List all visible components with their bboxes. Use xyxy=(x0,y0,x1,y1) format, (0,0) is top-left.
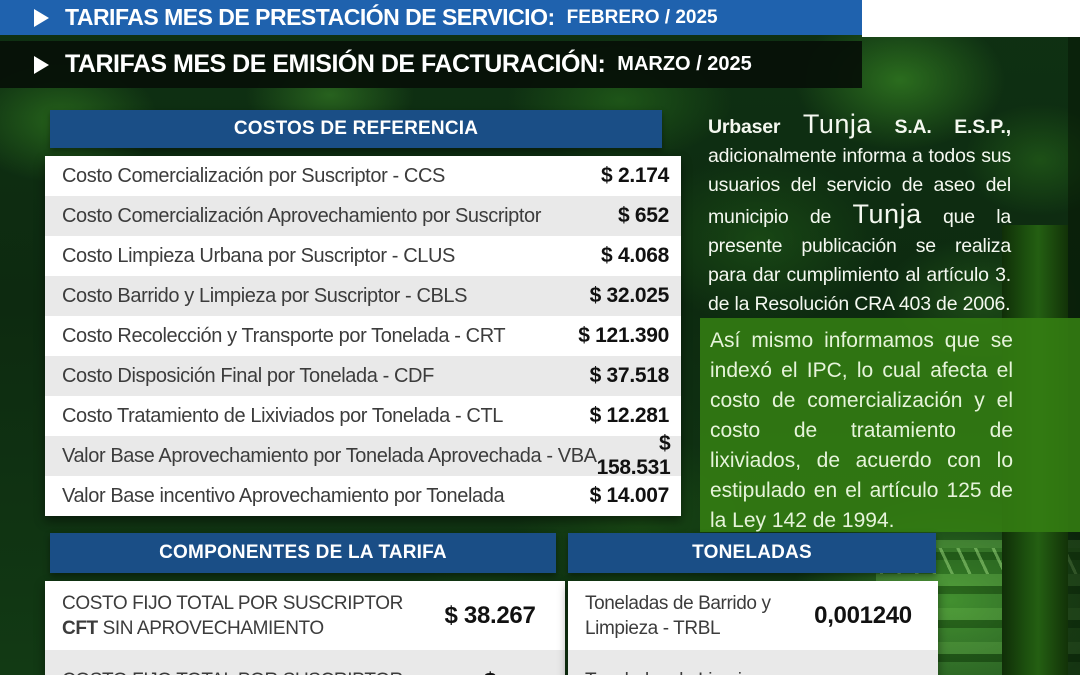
tariff-components-header: COMPONENTES DE LA TARIFA xyxy=(50,533,556,573)
service-month-label: TARIFAS MES DE PRESTACIÓN DE SERVICIO: xyxy=(65,4,555,30)
table-row: Valor Base Aprovechamiento por Tonelada … xyxy=(45,432,681,479)
cost-label: Costo Tratamiento de Lixiviados por Tone… xyxy=(62,404,503,427)
component-label-line1: COSTO FIJO TOTAL POR SUSCRIPTOR xyxy=(62,592,403,614)
component-label-rest: SIN APROVECHAMIENTO xyxy=(97,617,325,639)
ipc-info-paragraph: Así mismo informamos que se indexó el IP… xyxy=(710,329,1013,532)
table-row: Costo Recolección y Transporte por Tonel… xyxy=(45,316,681,356)
billing-month-label: TARIFAS MES DE EMISIÓN DE FACTURACIÓN: xyxy=(65,50,606,78)
cost-value: $ 12.281 xyxy=(589,404,670,427)
component-label: COSTO FIJO TOTAL POR SUSCRIPTOR CFT SIN … xyxy=(45,581,415,651)
arrow-icon xyxy=(34,8,49,27)
cost-label: Costo Barrido y Limpieza por Suscriptor … xyxy=(62,284,468,307)
component-label-line2: CFT SIN APROVECHAMIENTO xyxy=(62,616,407,641)
cost-label: Costo Recolección y Transporte por Tonel… xyxy=(62,324,506,347)
tonnes-value: 0,001240 xyxy=(814,601,912,629)
company-suffix: S.A. E.S.P., xyxy=(894,116,1012,138)
cost-label: Costo Disposición Final por Tonelada - C… xyxy=(62,364,434,387)
city-name: Tunja xyxy=(852,199,922,229)
cost-value: $ 4.068 xyxy=(601,244,669,267)
city-name: Tunja xyxy=(802,109,872,139)
tariff-components-table: COSTO FIJO TOTAL POR SUSCRIPTOR CFT SIN … xyxy=(45,581,565,675)
company-info-paragraph: Urbaser Tunja S.A. E.S.P., adicionalment… xyxy=(708,110,1011,319)
reference-costs-header: COSTOS DE REFERENCIA xyxy=(50,110,662,148)
table-row: Toneladas de Barrido y Limpieza - TRBL 0… xyxy=(568,581,938,650)
reference-costs-table: Costo Comercialización por Suscriptor - … xyxy=(45,156,681,516)
cost-value: $ 14.007 xyxy=(589,484,670,507)
cost-value: $ 121.390 xyxy=(578,324,669,347)
billing-month-banner: TARIFAS MES DE EMISIÓN DE FACTURACIÓN: M… xyxy=(0,41,862,88)
billing-month-value: MARZO / 2025 xyxy=(617,53,752,75)
table-row: Costo Tratamiento de Lixiviados por Tone… xyxy=(45,396,681,436)
table-row: Costo Barrido y Limpieza por Suscriptor … xyxy=(45,276,681,316)
component-label: COSTO FIJO TOTAL POR SUSCRIPTOR xyxy=(45,650,415,675)
info-body-1: adicionalmente informa a todos sus usuar… xyxy=(708,145,1011,228)
table-row: COSTO FIJO TOTAL POR SUSCRIPTOR CFT SIN … xyxy=(45,581,565,650)
table-row: COSTO FIJO TOTAL POR SUSCRIPTOR $ xyxy=(45,650,565,675)
arrow-icon xyxy=(34,55,49,74)
tonnes-label: Toneladas de Limpieza xyxy=(568,650,788,675)
cost-label: Costo Limpieza Urbana por Suscriptor - C… xyxy=(62,244,455,267)
company-name: Urbaser xyxy=(708,116,781,138)
service-month-banner: TARIFAS MES DE PRESTACIÓN DE SERVICIO: F… xyxy=(0,0,862,35)
cost-label: Costo Comercialización Aprovechamiento p… xyxy=(62,204,542,227)
ipc-highlight-block: Así mismo informamos que se indexó el IP… xyxy=(700,318,1080,532)
table-row: Valor Base incentivo Aprovechamiento por… xyxy=(45,476,681,516)
table-row: Costo Comercialización por Suscriptor - … xyxy=(45,156,681,196)
service-month-value: FEBRERO / 2025 xyxy=(566,6,718,28)
component-value: $ xyxy=(415,650,565,675)
top-right-white-area xyxy=(862,0,1080,37)
cost-value: $ 37.518 xyxy=(589,364,670,387)
tonnes-label: Toneladas de Barrido y Limpieza - TRBL xyxy=(585,592,771,639)
table-row: Costo Disposición Final por Tonelada - C… xyxy=(45,356,681,396)
tonnes-table: Toneladas de Barrido y Limpieza - TRBL 0… xyxy=(568,581,938,675)
table-row: Toneladas de Limpieza xyxy=(568,650,938,675)
table-row: Costo Limpieza Urbana por Suscriptor - C… xyxy=(45,236,681,276)
component-value: $ 38.267 xyxy=(444,601,536,629)
table-row: Costo Comercialización Aprovechamiento p… xyxy=(45,196,681,236)
cost-value: $ 158.531 xyxy=(596,432,671,479)
cost-label: Valor Base Aprovechamiento por Tonelada … xyxy=(62,444,597,467)
cost-value: $ 652 xyxy=(617,204,669,227)
cost-label: Valor Base incentivo Aprovechamiento por… xyxy=(62,484,505,507)
cost-label: Costo Comercialización por Suscriptor - … xyxy=(62,164,445,187)
info-body-2: que la presente publicación se realiza p… xyxy=(708,206,1011,315)
tonnes-header: TONELADAS xyxy=(568,533,936,573)
component-abbrev: CFT xyxy=(62,617,98,639)
cost-value: $ 32.025 xyxy=(589,284,670,307)
cost-value: $ 2.174 xyxy=(601,164,669,187)
